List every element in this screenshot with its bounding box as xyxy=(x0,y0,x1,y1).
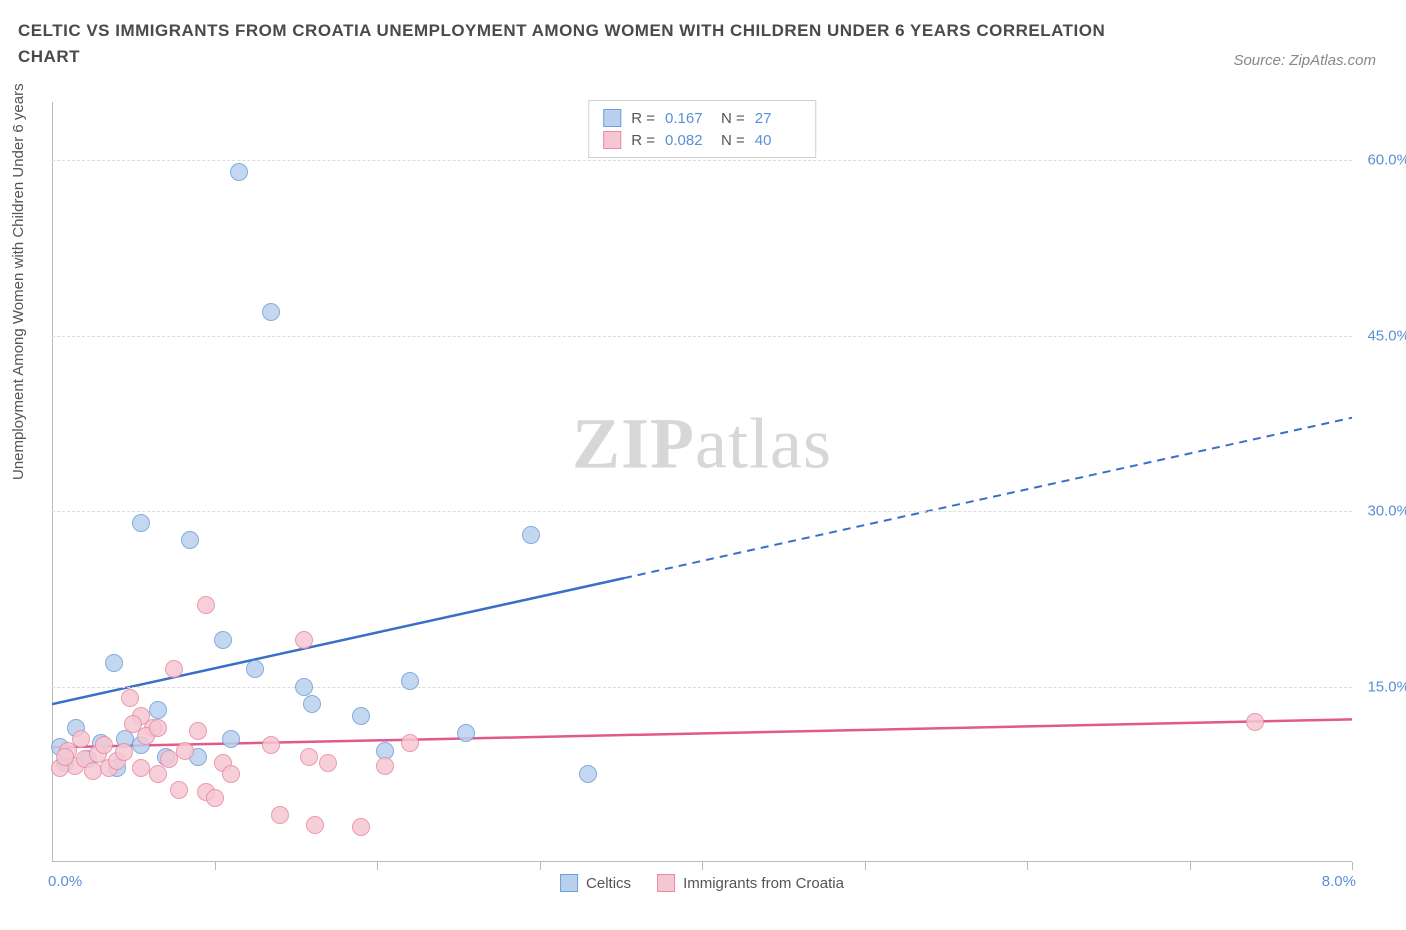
r-label-2: R = xyxy=(631,132,655,149)
x-tick xyxy=(540,862,541,870)
scatter-point xyxy=(300,748,318,766)
x-min-label: 0.0% xyxy=(48,873,82,890)
scatter-point xyxy=(121,689,139,707)
scatter-point xyxy=(72,730,90,748)
watermark: ZIPatlas xyxy=(572,403,832,486)
regression-line-dashed xyxy=(624,418,1352,578)
gridline xyxy=(52,160,1352,161)
scatter-point xyxy=(230,163,248,181)
scatter-point xyxy=(295,631,313,649)
scatter-point xyxy=(401,672,419,690)
y-tick-label: 45.0% xyxy=(1367,327,1406,344)
y-tick-label: 60.0% xyxy=(1367,152,1406,169)
y-tick-label: 30.0% xyxy=(1367,503,1406,520)
x-tick xyxy=(1190,862,1191,870)
legend-swatch-croatia xyxy=(603,131,621,149)
y-axis-label: Unemployment Among Women with Children U… xyxy=(10,83,27,480)
scatter-point xyxy=(132,514,150,532)
x-max-label: 8.0% xyxy=(1322,873,1356,890)
n-label: N = xyxy=(721,110,745,127)
regression-lines xyxy=(52,102,1352,862)
legend-bottom-swatch-celtics xyxy=(560,874,578,892)
r-label: R = xyxy=(631,110,655,127)
n-value-croatia: 40 xyxy=(755,132,801,149)
scatter-point xyxy=(246,660,264,678)
scatter-point xyxy=(84,762,102,780)
chart-title: CELTIC VS IMMIGRANTS FROM CROATIA UNEMPL… xyxy=(18,18,1118,69)
scatter-point xyxy=(181,531,199,549)
x-tick xyxy=(702,862,703,870)
scatter-point xyxy=(222,765,240,783)
legend-bottom-swatch-croatia xyxy=(657,874,675,892)
legend-item-croatia: Immigrants from Croatia xyxy=(657,874,844,892)
legend-bottom-label-celtics: Celtics xyxy=(586,875,631,892)
scatter-point xyxy=(189,722,207,740)
scatter-point xyxy=(206,789,224,807)
legend-item-celtics: Celtics xyxy=(560,874,631,892)
regression-line-solid xyxy=(52,578,624,704)
scatter-point xyxy=(197,596,215,614)
scatter-point xyxy=(262,303,280,321)
legend-stats-row-1: R = 0.167 N = 27 xyxy=(603,107,801,129)
regression-line-solid xyxy=(52,719,1352,747)
scatter-point xyxy=(149,719,167,737)
scatter-point xyxy=(262,736,280,754)
r-value-croatia: 0.082 xyxy=(665,132,711,149)
header: CELTIC VS IMMIGRANTS FROM CROATIA UNEMPL… xyxy=(0,0,1406,69)
scatter-point xyxy=(376,757,394,775)
source-label: Source: ZipAtlas.com xyxy=(1233,52,1376,69)
scatter-point xyxy=(1246,713,1264,731)
scatter-point xyxy=(160,750,178,768)
scatter-point xyxy=(149,765,167,783)
scatter-point xyxy=(352,818,370,836)
x-tick xyxy=(215,862,216,870)
scatter-point xyxy=(306,816,324,834)
scatter-point xyxy=(149,701,167,719)
scatter-point xyxy=(105,654,123,672)
x-tick xyxy=(1027,862,1028,870)
scatter-point xyxy=(271,806,289,824)
scatter-point xyxy=(214,631,232,649)
legend-bottom: Celtics Immigrants from Croatia xyxy=(560,874,844,892)
legend-stats: R = 0.167 N = 27 R = 0.082 N = 40 xyxy=(588,100,816,158)
watermark-bold: ZIP xyxy=(572,404,695,484)
y-tick-label: 15.0% xyxy=(1367,678,1406,695)
scatter-point xyxy=(303,695,321,713)
legend-bottom-label-croatia: Immigrants from Croatia xyxy=(683,875,844,892)
scatter-point xyxy=(579,765,597,783)
scatter-point xyxy=(56,748,74,766)
legend-stats-row-2: R = 0.082 N = 40 xyxy=(603,129,801,151)
scatter-point xyxy=(352,707,370,725)
scatter-point xyxy=(457,724,475,742)
scatter-point xyxy=(176,742,194,760)
scatter-point xyxy=(401,734,419,752)
x-tick xyxy=(865,862,866,870)
r-value-celtics: 0.167 xyxy=(665,110,711,127)
legend-swatch-celtics xyxy=(603,109,621,127)
n-value-celtics: 27 xyxy=(755,110,801,127)
scatter-point xyxy=(170,781,188,799)
scatter-point xyxy=(165,660,183,678)
scatter-point xyxy=(115,743,133,761)
scatter-point xyxy=(522,526,540,544)
x-tick xyxy=(377,862,378,870)
n-label-2: N = xyxy=(721,132,745,149)
x-tick xyxy=(1352,862,1353,870)
scatter-point xyxy=(295,678,313,696)
scatter-point xyxy=(222,730,240,748)
chart-plot-area: ZIPatlas R = 0.167 N = 27 R = 0.082 N = … xyxy=(52,102,1352,862)
watermark-light: atlas xyxy=(695,404,832,484)
gridline xyxy=(52,336,1352,337)
gridline xyxy=(52,687,1352,688)
scatter-point xyxy=(319,754,337,772)
scatter-point xyxy=(95,736,113,754)
gridline xyxy=(52,511,1352,512)
